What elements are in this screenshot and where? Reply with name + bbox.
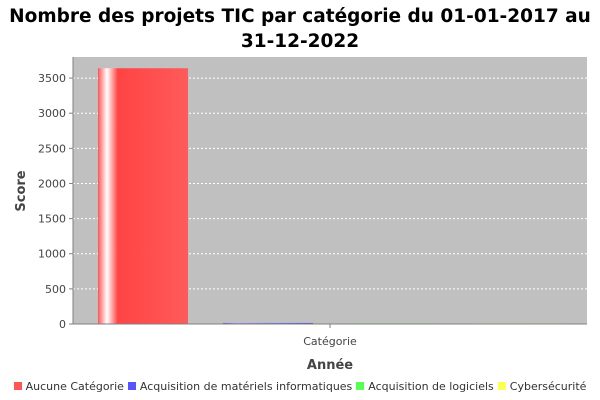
legend-swatch — [497, 382, 506, 390]
chart-title-line-1: Nombre des projets TIC par catégorie du … — [9, 6, 591, 27]
legend-label: Aucune Catégorie — [25, 380, 124, 393]
legend-swatch — [127, 382, 136, 390]
x-axis-label: Année — [307, 358, 353, 373]
y-tick-label: 0 — [59, 318, 66, 331]
chart-title: Nombre des projets TIC par catégorie du … — [0, 4, 600, 54]
bar-1 — [223, 322, 313, 324]
y-tick-label: 3000 — [38, 107, 66, 120]
y-tick-label: 3500 — [38, 72, 66, 85]
legend-swatch — [356, 382, 365, 390]
legend-item: Acquisition de logiciels — [356, 380, 494, 393]
legend-item: Aucune Catégorie — [13, 380, 124, 393]
chart-title-line-2: 31-12-2022 — [240, 31, 360, 52]
y-tick-label: 1000 — [38, 248, 66, 261]
y-tick-label: 2500 — [38, 142, 66, 155]
y-tick-label: 1500 — [38, 213, 66, 226]
y-tick-label: 2000 — [38, 177, 66, 190]
legend: Aucune Catégorie Acquisition de matériels… — [0, 380, 600, 393]
legend-label: Cybersécurité — [509, 380, 587, 393]
legend-label: Acquisition de matériels informatiques — [139, 380, 353, 393]
bar-0 — [98, 68, 188, 325]
legend-swatch — [13, 382, 22, 390]
legend-item: Acquisition de matériels informatiques — [127, 380, 353, 393]
bars — [98, 68, 563, 325]
legend-item: Cybersécurité — [497, 380, 587, 393]
y-axis-label: Score — [14, 170, 29, 211]
legend-label: Acquisition de logiciels — [368, 380, 494, 393]
y-tick-label: 500 — [45, 283, 66, 296]
x-tick-label: Catégorie — [303, 335, 357, 348]
y-ticks: 0 500 1000 1500 2000 2500 3000 3500 — [38, 72, 73, 331]
